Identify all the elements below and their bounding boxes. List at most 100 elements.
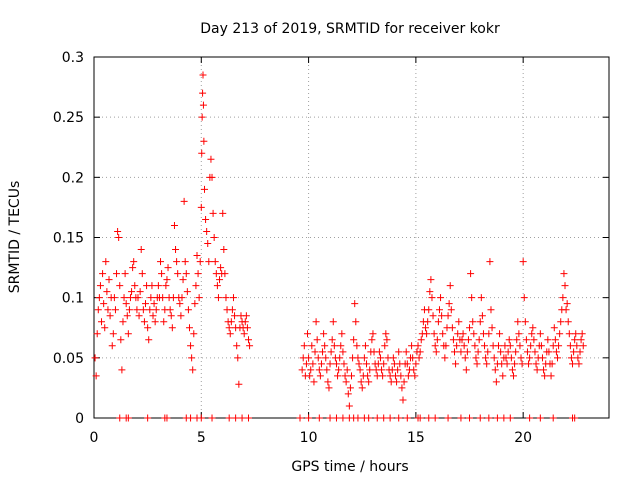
data-point: [207, 155, 215, 163]
data-point: [351, 300, 359, 308]
data-point: [448, 324, 456, 332]
data-point: [192, 282, 200, 290]
data-point: [194, 270, 202, 278]
data-point: [124, 330, 132, 338]
data-point: [233, 342, 241, 350]
data-point: [164, 264, 172, 272]
data-point: [348, 372, 355, 380]
data-point: [545, 348, 553, 356]
data-point-zero: [339, 414, 347, 422]
data-point: [446, 282, 454, 290]
data-point: [229, 294, 237, 302]
data-point: [137, 246, 145, 254]
data-point: [449, 336, 457, 344]
data-point: [523, 348, 531, 356]
data-point-zero: [365, 414, 373, 422]
data-point: [430, 330, 438, 338]
data-point: [322, 354, 330, 362]
data-point: [307, 366, 315, 374]
data-point: [345, 402, 353, 410]
data-point: [173, 258, 181, 266]
data-point-zero: [476, 414, 484, 422]
data-point: [364, 372, 372, 380]
data-point: [510, 372, 518, 380]
data-point: [98, 318, 106, 326]
data-point: [522, 336, 530, 344]
data-point: [101, 324, 109, 332]
data-point-zero: [197, 414, 205, 422]
data-point: [352, 318, 360, 326]
data-point: [409, 354, 417, 362]
data-point: [551, 336, 559, 344]
data-point-zero: [373, 414, 381, 422]
data-point: [231, 312, 239, 320]
y-tick-label: 0.05: [53, 351, 84, 367]
data-point: [147, 294, 155, 302]
data-point: [182, 270, 190, 278]
data-point: [476, 318, 484, 326]
data-point: [397, 372, 405, 380]
data-point: [466, 324, 474, 332]
data-point: [504, 348, 512, 356]
data-point: [425, 306, 433, 314]
data-point-zero: [444, 414, 452, 422]
data-point: [129, 264, 137, 272]
data-point: [442, 342, 450, 350]
data-point-zero: [124, 414, 132, 422]
data-point: [541, 372, 549, 380]
data-point: [438, 312, 446, 320]
data-point: [434, 318, 442, 326]
data-point: [537, 342, 545, 350]
data-point: [330, 342, 338, 350]
data-point-zero: [549, 414, 557, 422]
data-point: [118, 366, 126, 374]
data-point: [474, 348, 482, 356]
data-point: [379, 372, 387, 380]
data-point: [505, 336, 513, 344]
data-point: [119, 318, 127, 326]
data-point: [473, 360, 481, 368]
data-point: [503, 360, 511, 368]
data-point: [478, 312, 486, 320]
data-point: [507, 354, 515, 362]
data-point: [150, 300, 158, 308]
data-point: [475, 336, 483, 344]
data-point-zero: [395, 414, 403, 422]
data-point: [566, 342, 574, 350]
data-point: [144, 324, 152, 332]
data-point: [162, 282, 170, 290]
data-point: [320, 330, 328, 338]
data-point: [208, 173, 216, 181]
data-point: [369, 330, 377, 338]
data-point: [451, 348, 458, 356]
data-point: [358, 384, 366, 392]
data-point: [313, 336, 321, 344]
data-point: [211, 258, 219, 266]
data-point: [363, 360, 371, 368]
data-point: [134, 294, 142, 302]
data-point: [477, 294, 485, 302]
data-point: [577, 336, 585, 344]
data-point: [528, 330, 536, 338]
data-point: [93, 330, 101, 338]
data-point: [365, 378, 373, 386]
data-point: [181, 258, 189, 266]
data-point: [383, 336, 391, 344]
data-point: [323, 366, 331, 374]
data-point: [316, 372, 324, 380]
data-point-zero: [431, 414, 439, 422]
data-point: [159, 294, 167, 302]
data-point-zero: [116, 414, 124, 422]
x-tick-label: 5: [197, 430, 206, 446]
data-point: [183, 288, 191, 296]
data-point: [569, 360, 577, 368]
data-point-zero: [506, 414, 514, 422]
data-point: [116, 282, 124, 290]
data-point: [416, 348, 424, 356]
data-point: [496, 330, 504, 338]
data-point: [526, 354, 534, 362]
data-point: [517, 354, 525, 362]
y-tick-label: 0.25: [53, 110, 84, 126]
data-point: [506, 342, 514, 350]
data-point: [444, 312, 452, 320]
